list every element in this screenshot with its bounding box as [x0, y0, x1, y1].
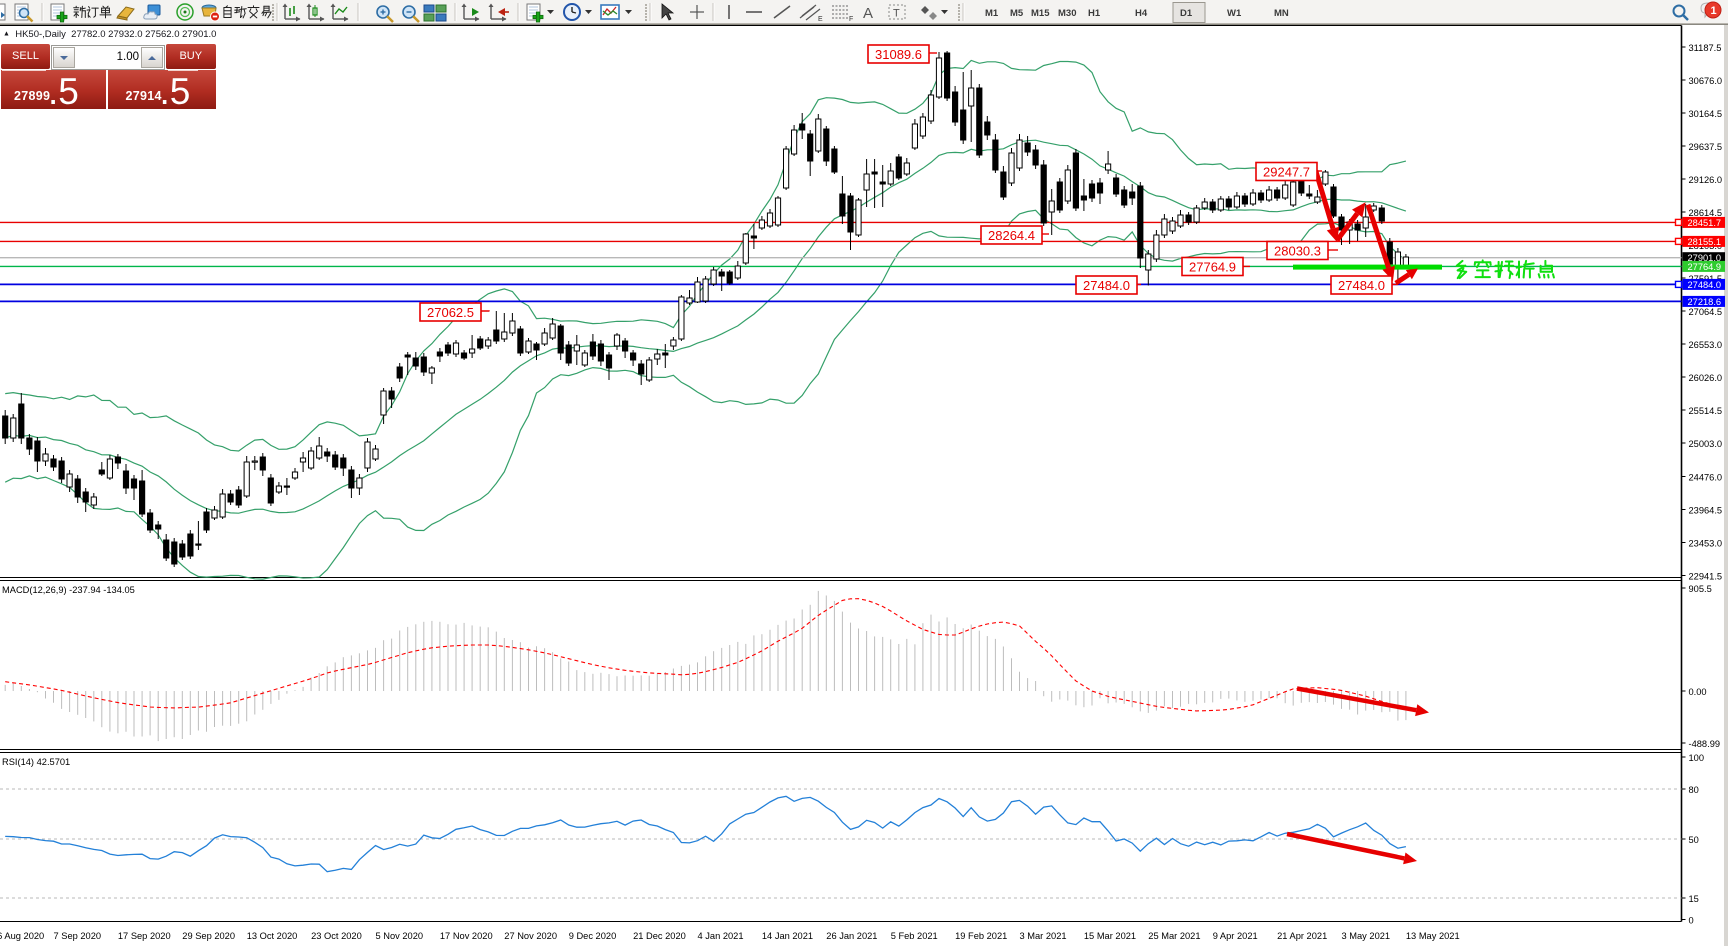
svg-text:1: 1 — [1711, 5, 1717, 17]
svg-text:9 Apr 2021: 9 Apr 2021 — [1213, 931, 1258, 941]
svg-text:25514.5: 25514.5 — [1689, 406, 1723, 416]
svg-text:-488.99: -488.99 — [1689, 739, 1721, 749]
svg-text:28155.1: 28155.1 — [1688, 237, 1722, 247]
svg-text:26 Jan 2021: 26 Jan 2021 — [826, 931, 877, 941]
svg-text:80: 80 — [1689, 785, 1699, 795]
svg-text:E: E — [818, 16, 823, 23]
svg-text:13 Oct 2020: 13 Oct 2020 — [247, 931, 298, 941]
svg-text:27484.0: 27484.0 — [1688, 280, 1722, 290]
svg-text:M5: M5 — [1010, 8, 1024, 19]
svg-text:27064.5: 27064.5 — [1689, 307, 1723, 317]
svg-text:0: 0 — [1689, 916, 1694, 926]
svg-text:5 Feb 2021: 5 Feb 2021 — [891, 931, 938, 941]
svg-text:27218.6: 27218.6 — [1688, 297, 1722, 307]
svg-text:27764.9: 27764.9 — [1189, 260, 1236, 275]
svg-text:29247.7: 29247.7 — [1263, 165, 1310, 180]
svg-text:19 Feb 2021: 19 Feb 2021 — [955, 931, 1007, 941]
svg-text:D1: D1 — [1180, 8, 1193, 19]
svg-text:29126.0: 29126.0 — [1689, 175, 1723, 185]
svg-text:26026.0: 26026.0 — [1689, 373, 1723, 383]
svg-text:M15: M15 — [1031, 8, 1050, 19]
svg-text:13 May 2021: 13 May 2021 — [1406, 931, 1460, 941]
svg-text:F: F — [849, 16, 853, 23]
svg-text:27484.0: 27484.0 — [1083, 278, 1130, 293]
svg-text:27 Nov 2020: 27 Nov 2020 — [504, 931, 557, 941]
svg-text:905.5: 905.5 — [1689, 584, 1712, 594]
svg-text:17 Nov 2020: 17 Nov 2020 — [440, 931, 493, 941]
svg-text:17 Sep 2020: 17 Sep 2020 — [118, 931, 171, 941]
svg-text:28614.5: 28614.5 — [1689, 208, 1723, 218]
svg-text:27901.0: 27901.0 — [1688, 253, 1722, 263]
svg-text:100: 100 — [1689, 753, 1705, 763]
svg-text:4 Jan 2021: 4 Jan 2021 — [698, 931, 744, 941]
svg-text:0.00: 0.00 — [1689, 687, 1707, 697]
svg-text:26 Aug 2020: 26 Aug 2020 — [0, 931, 44, 941]
svg-text:29 Sep 2020: 29 Sep 2020 — [182, 931, 235, 941]
svg-text:A: A — [863, 5, 873, 22]
svg-text:28264.4: 28264.4 — [988, 228, 1035, 243]
svg-text:27062.5: 27062.5 — [427, 305, 474, 320]
svg-text:21 Apr 2021: 21 Apr 2021 — [1277, 931, 1327, 941]
svg-text:3 Mar 2021: 3 Mar 2021 — [1020, 931, 1067, 941]
svg-text:MN: MN — [1274, 8, 1289, 19]
svg-text:MACD(12,26,9) -237.94 -134.05: MACD(12,26,9) -237.94 -134.05 — [2, 585, 135, 595]
svg-text:31089.6: 31089.6 — [875, 47, 922, 62]
svg-text:M30: M30 — [1058, 8, 1076, 19]
svg-text:25003.0: 25003.0 — [1689, 439, 1723, 449]
svg-text:23 Oct 2020: 23 Oct 2020 — [311, 931, 362, 941]
svg-text:23453.0: 23453.0 — [1689, 539, 1723, 549]
svg-text:24476.0: 24476.0 — [1689, 473, 1723, 483]
svg-text:3 May 2021: 3 May 2021 — [1342, 931, 1391, 941]
svg-text:14 Jan 2021: 14 Jan 2021 — [762, 931, 813, 941]
svg-text:27764.9: 27764.9 — [1688, 262, 1722, 272]
svg-text:30676.0: 30676.0 — [1689, 76, 1723, 86]
svg-text:7 Sep 2020: 7 Sep 2020 — [54, 931, 102, 941]
svg-text:15: 15 — [1689, 894, 1699, 904]
svg-text:H1: H1 — [1088, 8, 1101, 19]
svg-text:30164.5: 30164.5 — [1689, 109, 1723, 119]
svg-text:25 Mar 2021: 25 Mar 2021 — [1148, 931, 1200, 941]
svg-text:9 Dec 2020: 9 Dec 2020 — [569, 931, 617, 941]
svg-text:31187.5: 31187.5 — [1689, 43, 1722, 53]
svg-text:21 Dec 2020: 21 Dec 2020 — [633, 931, 686, 941]
svg-text:27484.0: 27484.0 — [1338, 278, 1385, 293]
svg-text:28451.7: 28451.7 — [1688, 218, 1722, 228]
svg-text:22941.5: 22941.5 — [1689, 572, 1723, 582]
svg-text:15 Mar 2021: 15 Mar 2021 — [1084, 931, 1136, 941]
svg-text:5 Nov 2020: 5 Nov 2020 — [376, 931, 424, 941]
svg-text:H4: H4 — [1135, 8, 1148, 19]
svg-text:W1: W1 — [1227, 8, 1242, 19]
svg-text:M1: M1 — [985, 8, 999, 19]
svg-text:RSI(14) 42.5701: RSI(14) 42.5701 — [2, 757, 70, 767]
svg-text:28030.3: 28030.3 — [1274, 244, 1321, 259]
svg-text:T: T — [893, 8, 900, 20]
svg-text:23964.5: 23964.5 — [1689, 506, 1723, 516]
svg-text:29637.5: 29637.5 — [1689, 142, 1723, 152]
svg-text:50: 50 — [1689, 835, 1699, 845]
svg-text:26553.0: 26553.0 — [1689, 340, 1723, 350]
